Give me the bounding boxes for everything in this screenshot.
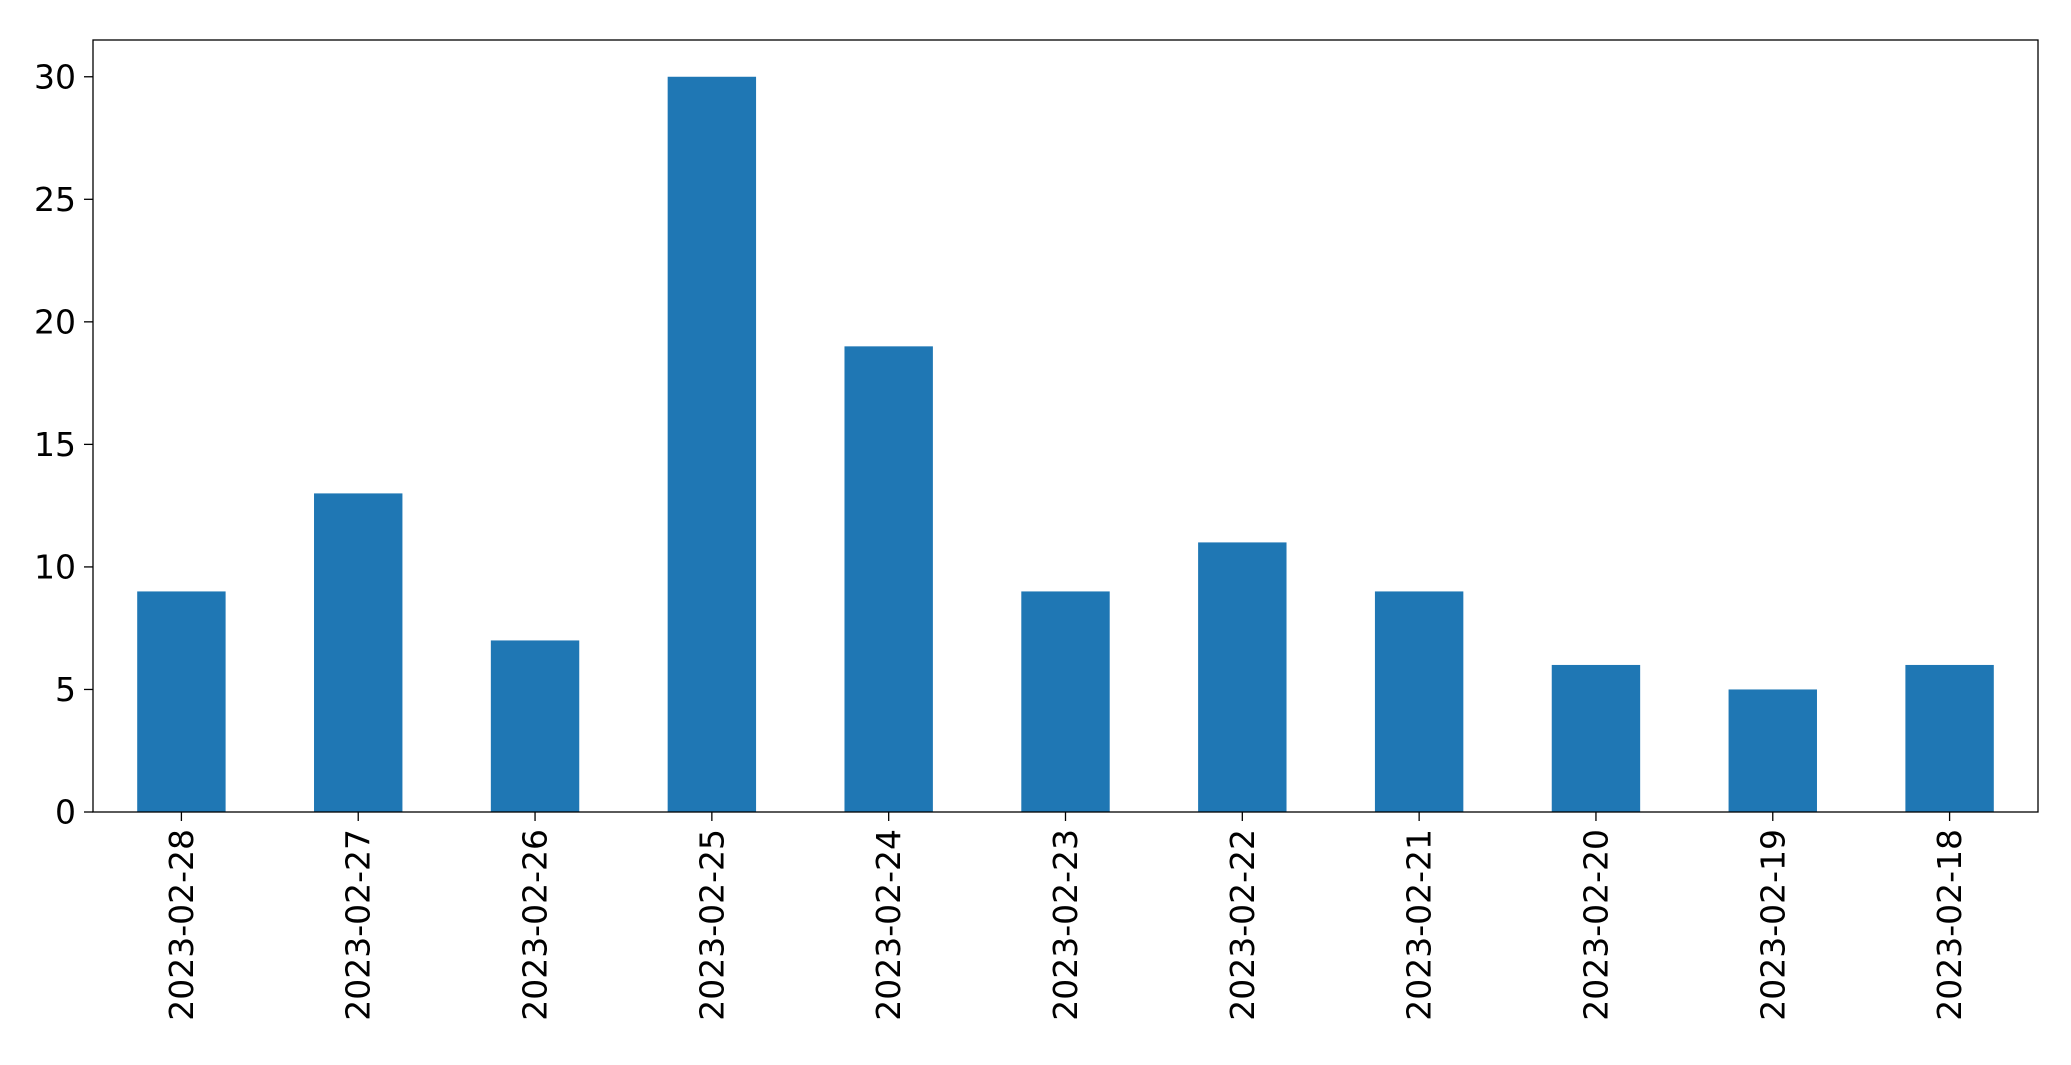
x-tick-label: 2023-02-24 bbox=[869, 829, 908, 1021]
x-tick-label: 2023-02-23 bbox=[1046, 829, 1085, 1021]
x-tick-label: 2023-02-21 bbox=[1400, 829, 1439, 1021]
bar bbox=[1198, 542, 1287, 812]
x-tick-label: 2023-02-25 bbox=[692, 829, 731, 1021]
plot-frame bbox=[92, 39, 2039, 813]
y-tick-label: 0 bbox=[55, 793, 76, 832]
bar bbox=[667, 76, 757, 812]
y-tick-label: 25 bbox=[34, 180, 76, 219]
bar bbox=[490, 640, 580, 812]
y-tick-label: 30 bbox=[34, 57, 76, 96]
bar bbox=[1905, 664, 1994, 812]
x-tick-label: 2023-02-19 bbox=[1753, 829, 1792, 1021]
bar bbox=[1728, 689, 1817, 812]
y-tick-label: 10 bbox=[34, 547, 76, 586]
bar bbox=[137, 591, 226, 812]
bars-layer bbox=[137, 76, 1994, 812]
y-tick-label: 20 bbox=[34, 302, 76, 341]
bar bbox=[1021, 591, 1110, 812]
x-tick-label: 2023-02-20 bbox=[1576, 829, 1615, 1021]
x-tick-label: 2023-02-27 bbox=[339, 829, 378, 1021]
x-tick-label: 2023-02-28 bbox=[162, 829, 201, 1021]
bar bbox=[844, 346, 933, 812]
y-tick-label: 5 bbox=[55, 670, 76, 709]
x-tick-label: 2023-02-18 bbox=[1930, 829, 1969, 1021]
bar bbox=[1374, 591, 1464, 812]
x-axis: 2023-02-28 2023-02-27 2023-02-26 2023-02-25… bbox=[162, 812, 1969, 1021]
y-axis: 0 5 10 15 20 25 30 bbox=[34, 57, 93, 832]
bar bbox=[314, 493, 403, 812]
y-tick-label: 15 bbox=[34, 425, 76, 464]
bar bbox=[1551, 664, 1641, 812]
x-tick-label: 2023-02-22 bbox=[1223, 829, 1262, 1021]
x-tick-label: 2023-02-26 bbox=[516, 829, 555, 1021]
